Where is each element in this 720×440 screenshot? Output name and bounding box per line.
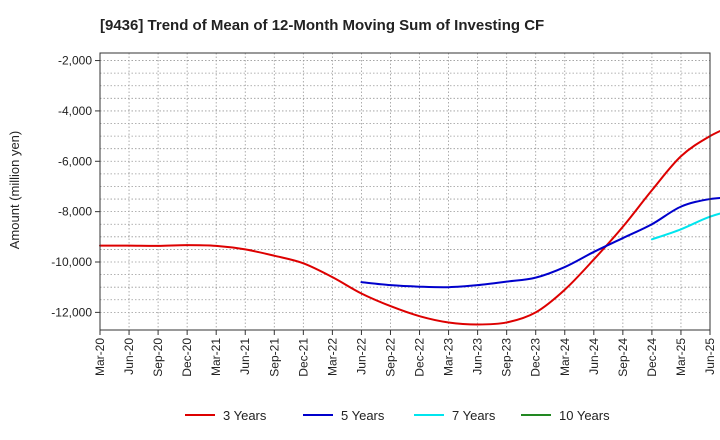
- legend-label-7-years: 7 Years: [452, 408, 496, 423]
- legend-label-3-years: 3 Years: [223, 408, 267, 423]
- x-tick-label: Dec-24: [645, 338, 659, 377]
- x-tick-label: Sep-21: [267, 338, 281, 377]
- x-tick-label: Sep-22: [383, 338, 397, 377]
- x-tick-label: Mar-25: [674, 338, 688, 376]
- plot-area: [100, 53, 710, 330]
- y-tick-label: -4,000: [58, 104, 92, 118]
- x-tick-label: Jun-24: [587, 338, 601, 375]
- series-layer: [99, 129, 720, 326]
- plot-border: [99, 52, 711, 331]
- x-tick-label: Dec-23: [529, 338, 543, 377]
- y-axis-label: Amount (million yen): [7, 131, 22, 250]
- legend-label-5-years: 5 Years: [341, 408, 385, 423]
- y-tick-label: -6,000: [58, 154, 92, 168]
- x-tick-label: Dec-22: [413, 338, 427, 377]
- x-tick-label: Jun-20: [122, 338, 136, 375]
- x-tick-label: Dec-20: [180, 338, 194, 377]
- y-tick-label: -10,000: [51, 255, 92, 269]
- y-tick-label: -12,000: [51, 305, 92, 319]
- x-tick-label: Jun-25: [703, 338, 717, 375]
- legend: 3 Years 5 Years 7 Years 10 Years: [185, 408, 610, 423]
- x-tick-label: Mar-24: [558, 338, 572, 376]
- x-tick-label: Mar-23: [442, 338, 456, 376]
- y-tick-label: -2,000: [58, 54, 92, 68]
- x-tick-label: Jun-23: [471, 338, 485, 375]
- grid: [99, 53, 711, 330]
- x-tick-label: Sep-20: [151, 338, 165, 377]
- x-tick-label: Sep-24: [616, 338, 630, 377]
- x-tick-label: Jun-21: [238, 338, 252, 375]
- x-tick-label: Mar-22: [325, 338, 339, 376]
- series-line-7-years: [650, 212, 720, 241]
- x-tick-label: Dec-21: [296, 338, 310, 377]
- series-line-5-years: [360, 196, 720, 289]
- x-tick-label: Mar-20: [93, 338, 107, 376]
- series-line-3-years: [99, 129, 720, 326]
- x-tick-label: Sep-23: [500, 338, 514, 377]
- y-axis: -2,000 -4,000 -6,000 -8,000 -10,000 -12,000: [51, 54, 100, 319]
- y-tick-label: -8,000: [58, 205, 92, 219]
- x-tick-label: Jun-22: [354, 338, 368, 375]
- x-tick-label: Mar-21: [209, 338, 223, 376]
- chart-title: [9436] Trend of Mean of 12-Month Moving …: [100, 17, 544, 34]
- legend-label-10-years: 10 Years: [559, 408, 610, 423]
- x-axis: Mar-20 Jun-20 Sep-20 Dec-20 Mar-21 Jun-21 Sep-…: [93, 330, 717, 377]
